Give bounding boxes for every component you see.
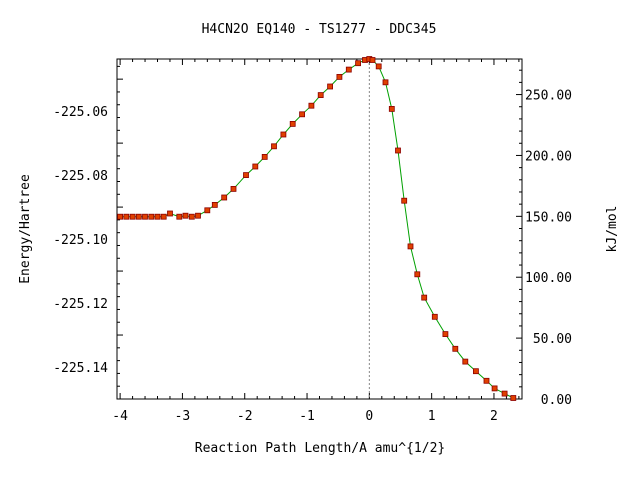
data-point (154, 213, 161, 220)
y2-tick-label: 200.00 (525, 149, 572, 164)
chart-title: H4CN2O EQ140 - TS1277 - DDC345 (202, 22, 437, 37)
data-point (327, 83, 334, 90)
data-point (336, 74, 343, 80)
y2-tick-label: 100.00 (525, 271, 572, 286)
data-point (501, 390, 508, 397)
y-tick-label: -225.12 (53, 297, 108, 312)
data-point (355, 60, 362, 67)
data-point (375, 63, 382, 70)
data-point (221, 194, 228, 201)
data-point (148, 213, 155, 220)
data-point (188, 213, 195, 220)
data-point (299, 111, 306, 118)
y2-tick-label: 50.00 (533, 332, 572, 347)
data-point (176, 213, 183, 220)
data-point (230, 185, 237, 192)
x-tick-label: -4 (112, 409, 128, 424)
x-tick-label: 0 (365, 409, 373, 424)
data-point (289, 121, 296, 127)
y-tick-label: -225.08 (53, 169, 108, 184)
data-point (452, 345, 459, 352)
data-point (280, 131, 287, 138)
data-point (308, 102, 315, 109)
data-point (407, 243, 414, 250)
y-tick-label: -225.10 (53, 233, 108, 248)
plot-area-frame (116, 58, 523, 400)
data-point (369, 57, 376, 63)
data-point (182, 212, 189, 219)
y2-axis-label: kJ/mol (605, 206, 620, 253)
y-tick-label: -225.14 (53, 361, 108, 376)
data-point (382, 79, 389, 86)
data-point (243, 172, 249, 179)
data-point (160, 213, 167, 220)
x-axis-label: Reaction Path Length/A amu^{1/2} (195, 441, 445, 456)
data-point (472, 368, 479, 375)
data-point (345, 66, 352, 73)
data-point (421, 294, 428, 301)
data-point (142, 213, 148, 220)
data-point (271, 143, 277, 150)
data-point (261, 153, 268, 160)
data-point (462, 358, 469, 365)
data-markers (117, 56, 517, 401)
y2-tick-label: 250.00 (525, 89, 572, 104)
data-point (167, 210, 173, 217)
x-tick-label: -1 (299, 409, 315, 424)
x-tick-label: 2 (490, 409, 498, 424)
data-point (204, 207, 211, 214)
data-point (195, 212, 201, 219)
y-axis-label: Energy/Hartree (18, 174, 33, 284)
data-point (388, 106, 395, 112)
data-point (129, 213, 136, 220)
y2-tick-label: 0.00 (541, 393, 572, 408)
axis-ticks: -4 -3 -2 -1 0 1 2 -225.06 -225.08 -225.10 -225.12 -… (53, 59, 572, 424)
data-point (431, 313, 438, 320)
y2-tick-label: 150.00 (525, 210, 572, 225)
data-point (483, 377, 490, 384)
x-tick-label: 1 (428, 409, 436, 424)
data-point (442, 331, 449, 338)
data-point (491, 385, 498, 392)
data-point (117, 213, 123, 220)
data-point (510, 395, 517, 401)
data-point (317, 92, 324, 98)
x-tick-label: -2 (237, 409, 253, 424)
data-point (123, 213, 130, 220)
data-point (395, 147, 401, 154)
data-point (414, 271, 421, 278)
data-point (135, 213, 142, 220)
y-tick-label: -225.06 (53, 105, 108, 120)
data-point (252, 163, 259, 170)
data-point (401, 197, 408, 204)
data-point (211, 201, 218, 208)
x-tick-label: -3 (175, 409, 191, 424)
